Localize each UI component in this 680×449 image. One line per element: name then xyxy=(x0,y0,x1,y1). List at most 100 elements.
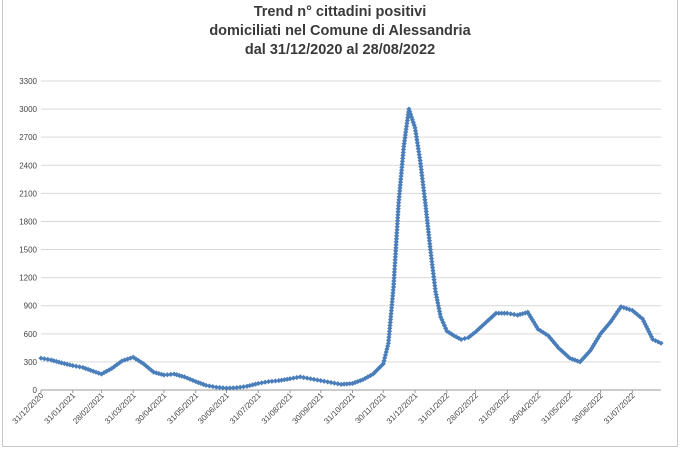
chart-title-line-1: Trend n° cittadini positivi xyxy=(253,4,427,20)
data-point-marker xyxy=(423,203,429,209)
data-point-marker xyxy=(394,221,400,227)
data-point-marker xyxy=(522,310,528,316)
data-point-marker xyxy=(304,375,310,381)
data-point-marker xyxy=(378,363,384,369)
data-point-marker xyxy=(615,309,621,315)
data-point-marker xyxy=(408,111,414,118)
data-point-marker xyxy=(404,120,410,127)
data-point-marker xyxy=(441,322,447,328)
data-point-marker xyxy=(560,349,566,355)
data-point-marker xyxy=(119,358,125,364)
data-point-marker xyxy=(374,367,380,373)
data-point-marker xyxy=(390,284,397,290)
data-point-marker xyxy=(398,170,404,176)
data-point-marker xyxy=(417,161,424,167)
data-point-marker xyxy=(499,310,505,316)
data-point-marker xyxy=(328,379,334,386)
data-point-marker xyxy=(423,205,429,212)
data-point-marker xyxy=(632,309,638,316)
data-point-marker xyxy=(587,348,593,354)
data-point-marker xyxy=(272,378,278,384)
data-point-marker xyxy=(394,218,401,224)
data-point-marker xyxy=(392,251,399,257)
data-point-marker xyxy=(164,372,170,378)
data-point-marker xyxy=(403,123,410,129)
data-point-marker xyxy=(82,365,89,372)
data-point-marker xyxy=(380,361,386,367)
data-point-marker xyxy=(420,185,427,191)
data-point-marker xyxy=(427,246,434,253)
data-point-marker xyxy=(420,179,426,185)
data-point-marker xyxy=(385,340,392,346)
y-tick-label: 0 xyxy=(33,386,38,395)
data-point-marker xyxy=(425,229,432,235)
data-point-marker xyxy=(98,371,105,377)
data-point-marker xyxy=(389,302,395,308)
data-point-marker xyxy=(419,170,425,176)
data-point-marker xyxy=(106,367,112,373)
data-point-marker xyxy=(321,378,327,384)
data-point-marker xyxy=(45,356,51,363)
data-point-marker xyxy=(418,167,424,173)
x-tick-label: 28/02/2022 xyxy=(445,391,480,426)
data-point-marker xyxy=(387,319,393,326)
data-point-marker xyxy=(101,370,107,376)
data-point-marker xyxy=(399,158,406,164)
data-point-marker xyxy=(93,369,99,375)
data-point-marker xyxy=(111,363,117,370)
data-point-marker xyxy=(360,377,366,383)
data-point-marker xyxy=(370,371,376,377)
data-point-marker xyxy=(417,155,423,161)
data-point-marker xyxy=(365,374,371,380)
data-point-marker xyxy=(423,208,429,215)
data-point-marker xyxy=(381,358,387,364)
data-point-marker xyxy=(432,283,438,289)
y-tick-label: 2100 xyxy=(19,189,37,198)
x-tick-label: 31/07/2021 xyxy=(228,391,263,426)
data-point-marker xyxy=(386,331,392,337)
data-point-marker xyxy=(430,271,436,277)
data-point-marker xyxy=(579,357,585,363)
data-point-marker xyxy=(652,338,659,344)
data-point-marker xyxy=(397,179,404,185)
data-point-marker xyxy=(535,326,541,332)
data-point-marker xyxy=(432,286,438,292)
data-point-marker xyxy=(528,314,534,320)
data-point-marker xyxy=(543,331,549,337)
data-point-marker xyxy=(325,379,331,385)
data-point-marker xyxy=(122,357,128,363)
data-point-marker xyxy=(577,359,583,365)
data-point-marker xyxy=(419,173,425,179)
data-point-marker xyxy=(223,385,230,391)
data-point-marker xyxy=(397,188,403,194)
x-tick-label: 31/05/2022 xyxy=(540,391,575,426)
data-point-marker xyxy=(592,340,598,347)
data-point-marker xyxy=(227,385,233,391)
data-point-marker xyxy=(418,164,424,170)
data-point-marker xyxy=(517,311,523,317)
data-point-marker xyxy=(237,384,243,390)
data-point-marker xyxy=(650,336,656,343)
y-tick-label: 300 xyxy=(24,358,38,367)
gridlines xyxy=(41,80,661,391)
data-point-marker xyxy=(595,336,601,342)
data-point-marker xyxy=(419,176,425,182)
data-point-marker xyxy=(255,380,261,387)
y-axis-ticks: 0 300 600 900 1200 1500 1800 2100 2400 2700 3000 33… xyxy=(19,77,37,395)
data-point-marker xyxy=(397,182,403,188)
data-point-marker xyxy=(294,374,300,381)
data-point-marker xyxy=(642,321,648,327)
data-point-marker xyxy=(564,353,571,359)
data-point-marker xyxy=(335,381,341,387)
data-point-marker xyxy=(426,235,432,241)
data-point-marker xyxy=(420,182,426,188)
x-tick-label: 30/09/2021 xyxy=(291,391,326,426)
data-point-marker xyxy=(143,363,149,369)
data-point-marker xyxy=(435,303,441,309)
data-point-marker xyxy=(392,260,398,266)
data-point-marker xyxy=(422,200,428,206)
data-point-marker xyxy=(424,214,430,220)
data-point-marker xyxy=(314,377,320,383)
data-point-marker xyxy=(537,328,544,334)
data-point-marker xyxy=(531,319,537,325)
